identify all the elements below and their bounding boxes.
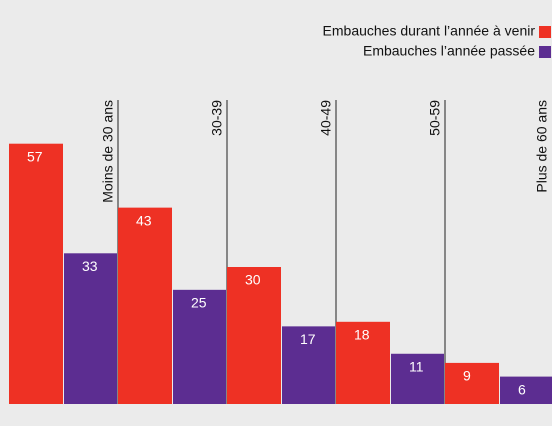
legend-swatch [539,46,551,58]
data-label: 25 [191,295,207,311]
category-label: 30-39 [209,100,225,136]
bar [227,267,281,404]
data-label: 11 [409,358,424,374]
data-label: 57 [27,148,43,164]
category-label: 50-59 [427,100,443,136]
bar [391,353,444,404]
legend-label: Embauches l’année passée [363,43,535,59]
bar [282,326,335,404]
data-label: 30 [245,272,261,288]
legend-swatch [539,26,551,38]
category-label: Moins de 30 ans [100,100,116,203]
data-label: 17 [300,331,316,347]
category-label: 40-49 [318,100,334,136]
bar [336,321,390,404]
category-label: Plus de 60 ans [534,100,550,193]
bar [118,207,172,404]
data-label: 6 [518,381,526,397]
data-label: 33 [82,258,98,274]
bar [64,253,117,404]
bar [9,143,63,404]
data-label: 43 [136,212,152,228]
bar [173,289,226,404]
bar [445,362,499,404]
data-label: 18 [354,327,370,343]
legend-label: Embauches durant l’année à venir [323,23,536,39]
data-label: 9 [463,368,471,384]
bar [500,376,552,404]
